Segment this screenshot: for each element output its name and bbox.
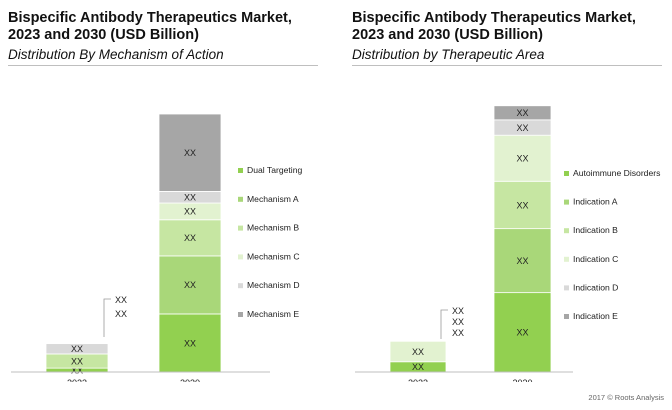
category-label: 2023 [408,378,428,382]
chart-title: Bispecific Antibody Therapeutics Market,… [8,10,292,43]
title-divider [352,65,662,66]
callout-label: XX [452,306,464,316]
legend-swatch [238,168,243,173]
bar-segment [493,105,552,121]
chart-panel-mechanism: Bispecific Antibody Therapeutics Market,… [8,0,332,382]
bar-segment [493,134,552,182]
legend-entry: Mechanism D [247,280,300,290]
data-label: XX [516,123,528,133]
legend-swatch [564,256,569,262]
category-label: 2030 [512,378,532,382]
legend-swatch [564,285,569,291]
data-label: XX [71,356,83,366]
legend-swatch [238,283,243,289]
legend-entry: Indication A [573,197,618,207]
bar-segment [158,313,222,373]
title-divider [8,65,318,66]
data-label: XX [516,328,528,338]
legend-swatch [564,171,569,176]
callout-bracket [440,309,448,339]
data-label: XX [516,200,528,210]
chart-subtitle: Distribution By Mechanism of Action [8,47,224,62]
data-label: XX [412,347,424,357]
stacked-bar-chart-mechanism: XXXXXX2023XXXXXXXXXXXX2030XXXXDual Targe… [11,113,302,382]
legend-swatch [564,314,569,319]
callout-bracket [103,298,111,337]
legend-swatch [238,196,243,202]
data-label: XX [71,365,83,375]
legend-swatch [238,312,243,317]
data-label: XX [184,193,196,203]
category-label: 2023 [67,378,87,382]
data-label: XX [412,362,424,372]
data-label: XX [516,108,528,118]
data-label: XX [516,154,528,164]
bar-segment [158,113,222,192]
legend-entry: Indication E [573,311,618,321]
legend-entry: Mechanism E [247,309,299,319]
bar-segment [493,180,552,230]
legend-swatch [564,228,569,234]
legend-entry: Indication D [573,282,618,292]
data-label: XX [184,280,196,290]
bar-segment [493,292,552,373]
legend-entry: Mechanism C [247,251,300,261]
chart-title: Bispecific Antibody Therapeutics Market,… [352,10,636,43]
bar-segment [493,228,552,294]
bar-segment [389,340,447,363]
copyright-footer: 2017 © Roots Analysis [588,393,664,402]
legend-entry: Dual Targeting [247,165,302,175]
callout-label: XX [115,295,127,305]
callout-label: XX [115,309,127,319]
legend-entry: Mechanism A [247,194,299,204]
callout-label: XX [452,328,464,338]
legend-swatch [238,254,243,260]
data-label: XX [184,148,196,158]
data-label: XX [516,256,528,266]
legend-entry: Indication C [573,254,618,264]
legend-swatch [238,225,243,231]
legend-swatch [564,199,569,205]
legend-entry: Autoimmune Disorders [573,168,660,178]
stacked-bar-chart-therapeutic-area: XXXX2023XXXXXXXXXXXX2030XXXXXXAutoimmune… [355,105,660,382]
bar-segment [45,343,109,355]
legend-entry: Indication B [573,225,618,235]
category-label: 2030 [180,378,200,382]
data-label: XX [184,233,196,243]
chart-subtitle: Distribution by Therapeutic Area [352,47,545,62]
data-label: XX [184,207,196,217]
data-label: XX [71,344,83,354]
callout-label: XX [452,317,464,327]
chart-panel-therapeutic-area: Bispecific Antibody Therapeutics Market,… [352,0,672,382]
legend-entry: Mechanism B [247,223,299,233]
data-label: XX [184,338,196,348]
